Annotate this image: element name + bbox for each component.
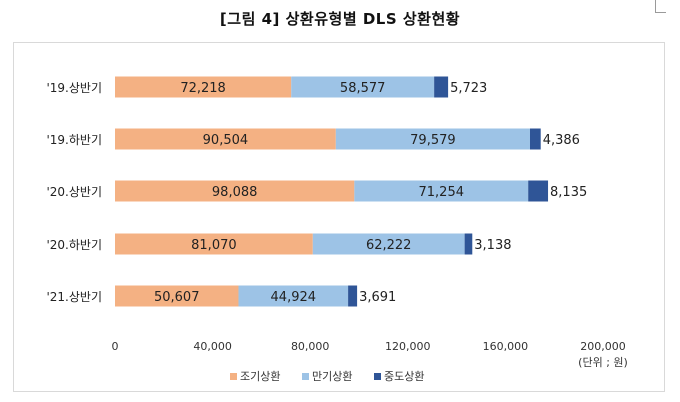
bar-segment-1	[115, 180, 355, 202]
bar-segment-1	[115, 285, 239, 307]
data-label: 62,222	[366, 238, 412, 253]
x-tick-label: 120,000	[385, 340, 431, 353]
bar-segment-2	[238, 285, 349, 307]
legend-label: 만기상환	[312, 370, 352, 383]
legend-swatch	[230, 373, 237, 380]
data-label: 58,577	[340, 81, 386, 96]
legend-swatch	[374, 373, 381, 380]
data-label: 81,070	[191, 238, 237, 253]
data-label: 4,386	[543, 133, 580, 148]
category-label: '20.상반기	[46, 185, 102, 199]
legend-label: 조기상환	[240, 370, 280, 383]
category-label: '20.하반기	[46, 238, 102, 252]
data-label: 44,924	[271, 290, 317, 305]
bar-segment-3	[530, 128, 541, 150]
bars-layer	[115, 76, 549, 307]
data-label: 98,088	[212, 185, 258, 200]
category-label: '21.상반기	[46, 290, 102, 304]
data-label: 90,504	[203, 133, 249, 148]
category-label: '19.상반기	[46, 81, 102, 95]
x-axis: 0 40,000 80,000 120,000 160,000 200,000 (단위 ; …	[112, 340, 628, 369]
bar-segment-1	[115, 128, 336, 150]
data-label: 3,691	[359, 290, 396, 305]
data-label: 79,579	[410, 133, 456, 148]
legend-swatch	[302, 373, 309, 380]
bar-segment-3	[434, 76, 449, 98]
x-tick-label: 80,000	[291, 340, 330, 353]
bar-segment-2	[291, 76, 435, 98]
unit-label: (단위 ; 원)	[578, 356, 628, 369]
labels-layer: '19.상반기 '19.하반기 '20.상반기 '20.하반기 '21.상반기 72,21…	[46, 81, 587, 305]
bar-segment-1	[115, 233, 313, 255]
bar-segment-2	[335, 128, 531, 150]
bar-segment-3	[528, 180, 549, 202]
chart-frame	[13, 42, 665, 392]
data-label: 5,723	[450, 81, 487, 96]
x-tick-label: 200,000	[580, 340, 626, 353]
bar-segment-2	[354, 180, 529, 202]
x-tick-label: 40,000	[193, 340, 232, 353]
category-label: '19.하반기	[46, 133, 102, 147]
bar-segment-2	[312, 233, 465, 255]
data-label: 3,138	[474, 238, 511, 253]
x-tick-label: 160,000	[483, 340, 529, 353]
legend: 조기상환 만기상환 중도상환	[230, 370, 424, 383]
x-tick-label: 0	[112, 340, 119, 353]
data-label: 8,135	[550, 185, 587, 200]
bar-segment-1	[115, 76, 292, 98]
data-label: 71,254	[419, 185, 465, 200]
data-label: 72,218	[180, 81, 226, 96]
page-title: [그림 4] 상환유형별 DLS 상환현황	[219, 10, 461, 28]
corner-mark	[655, 0, 666, 13]
bar-segment-3	[348, 285, 358, 307]
data-label: 50,607	[154, 290, 200, 305]
bar-segment-3	[464, 233, 473, 255]
legend-label: 중도상환	[384, 370, 424, 383]
